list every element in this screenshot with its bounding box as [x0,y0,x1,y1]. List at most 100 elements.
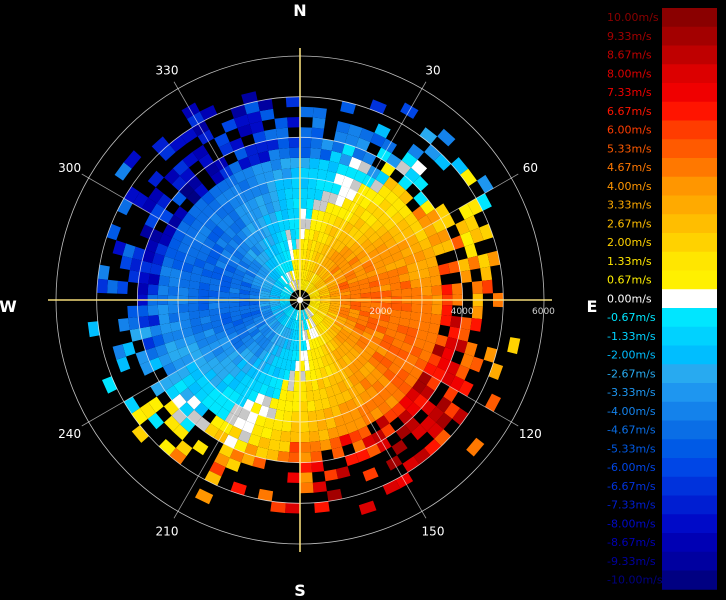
velocity-cell [406,327,419,338]
velocity-cell [372,237,385,249]
velocity-cell [244,443,258,457]
velocity-cell [279,241,286,253]
velocity-cell [404,167,421,183]
velocity-cell [221,385,235,399]
velocity-cell [421,304,433,314]
velocity-cell [201,268,213,278]
velocity-cell [308,359,315,371]
colorbar-label: 7.33m/s [607,86,652,99]
velocity-cell [266,180,277,193]
velocity-cell [342,143,356,157]
velocity-cell [243,252,255,263]
velocity-cell [309,301,320,305]
velocity-cell [464,243,478,259]
velocity-cell [314,313,323,322]
velocity-cell [329,150,342,164]
velocity-cell [398,175,413,191]
colorbar-label: -6.67m/s [607,480,656,493]
velocity-cell [418,371,433,386]
azimuth-label: 150 [422,524,445,538]
velocity-cell [123,150,142,169]
velocity-cell [216,179,230,194]
velocity-cell [219,285,230,293]
velocity-cell [157,285,169,296]
velocity-cell [398,381,413,396]
velocity-cell [295,350,300,361]
velocity-cell [198,303,209,311]
velocity-cell [326,279,337,287]
velocity-cell [308,305,318,312]
velocity-cell [249,287,261,293]
velocity-cell [249,291,260,296]
velocity-cell [179,402,195,417]
velocity-cell [171,329,184,341]
velocity-cell [271,233,280,245]
velocity-cell [335,256,346,266]
velocity-cell [208,198,222,213]
velocity-cell [469,356,484,373]
velocity-cell [96,278,108,294]
velocity-cell [285,318,292,328]
colorbar-label: 1.33m/s [607,255,652,268]
velocity-cell [367,317,379,326]
velocity-cell [304,360,310,371]
velocity-cell [317,242,325,254]
velocity-cell [373,259,385,270]
velocity-cell [300,360,305,372]
velocity-cell [219,356,232,368]
velocity-cell [273,323,283,333]
colorbar-label: 10.00m/s [607,11,659,24]
velocity-cell [380,290,392,298]
velocity-cell [460,168,477,187]
velocity-cell [294,330,298,341]
velocity-cell [230,104,247,119]
velocity-cell [252,315,264,323]
azimuth-label: 30 [425,64,440,78]
colorbar-swatch [662,195,717,215]
velocity-cell [240,213,252,226]
velocity-cell [269,294,280,298]
velocity-cell [431,285,443,296]
velocity-cell [263,279,274,287]
velocity-cell [319,221,328,234]
velocity-cell [324,235,334,247]
velocity-cell [252,207,263,220]
velocity-cell [310,301,321,304]
velocity-cell [345,398,358,412]
velocity-cell [398,190,414,205]
velocity-cell [377,184,392,199]
velocity-cell [319,200,328,212]
velocity-cell [392,355,406,369]
velocity-cell [305,270,311,281]
velocity-cell [139,260,152,274]
velocity-cell [300,198,308,209]
velocity-cell [324,469,338,482]
velocity-cell [348,256,359,266]
velocity-cell [334,194,346,208]
velocity-cell [247,433,261,447]
velocity-cell [277,220,286,232]
velocity-cell [212,243,225,255]
velocity-cell [336,163,349,176]
velocity-cell [382,334,395,345]
velocity-cell [328,225,339,238]
velocity-cell [289,249,295,261]
velocity-cell [218,291,230,298]
velocity-cell [412,206,427,221]
velocity-cell [375,170,390,185]
velocity-cell [135,350,150,365]
colorbar-swatch [662,26,717,46]
velocity-cell [337,380,348,393]
velocity-cell [205,255,218,266]
velocity-cell [352,358,364,371]
velocity-cell [270,256,279,268]
velocity-cell [290,360,296,371]
velocity-cell [405,387,421,402]
velocity-cell [363,226,376,239]
velocity-cell [317,346,325,358]
velocity-cell [304,309,310,319]
velocity-cell [271,355,280,367]
velocity-cell [337,312,349,319]
velocity-cell [369,312,381,320]
velocity-cell [309,303,320,308]
